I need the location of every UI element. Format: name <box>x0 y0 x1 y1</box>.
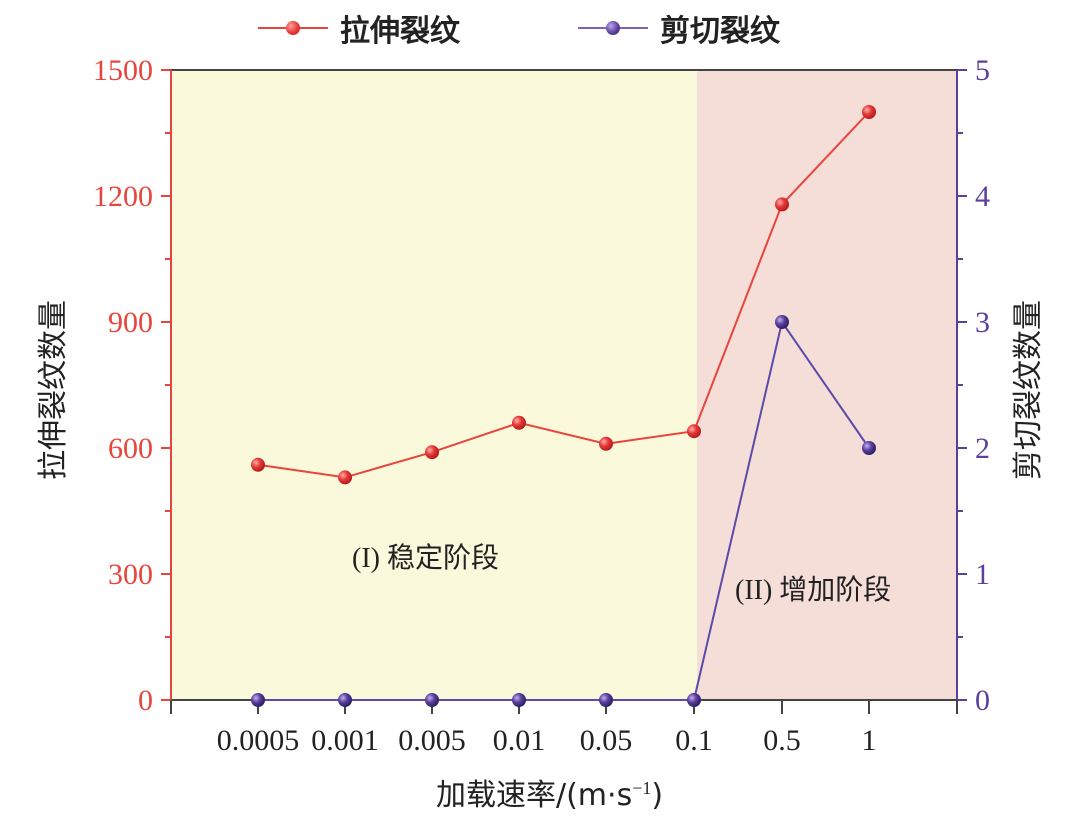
right-tick-label: 4 <box>975 180 990 213</box>
left-tick-label: 1500 <box>93 54 153 87</box>
left-tick-label: 300 <box>108 558 153 591</box>
legend-label-tensile: 拉伸裂纹 <box>340 14 460 49</box>
legend: 拉伸裂纹 剪切裂纹 <box>0 6 1068 50</box>
phase-stable-text: 稳定阶段 <box>386 541 499 574</box>
tensile-marker-icon <box>258 18 328 38</box>
x-tick-label: 0.005 <box>398 724 466 757</box>
legend-label-shear: 剪切裂纹 <box>660 14 780 49</box>
shear-crack-line <box>258 319 870 701</box>
x-tick-label: 0.1 <box>675 724 713 757</box>
x-tick-label: 1 <box>862 724 877 757</box>
shear-data-point <box>862 441 876 455</box>
x-tick-label: 0.001 <box>311 724 379 757</box>
increase-phase-region <box>697 70 957 700</box>
legend-item-tensile: 拉伸裂纹 <box>258 6 460 50</box>
shear-data-point <box>251 693 265 707</box>
phase-stable-roman: (I) <box>352 543 380 574</box>
right-axis-title: 剪切裂纹数量 <box>1011 300 1046 480</box>
left-tick-label: 600 <box>108 432 153 465</box>
shear-data-point <box>775 315 789 329</box>
tensile-data-point <box>338 470 352 485</box>
x-tick-label: 0.5 <box>763 724 801 757</box>
left-tick-label: 0 <box>138 684 153 717</box>
tensile-data-point <box>862 105 876 119</box>
right-tick-label: 1 <box>975 558 990 591</box>
shear-data-point <box>425 693 439 707</box>
tensile-data-point <box>775 197 789 212</box>
phase-increase-roman: (II) <box>735 575 773 606</box>
right-tick-label: 2 <box>975 432 990 465</box>
tensile-data-point <box>251 457 265 472</box>
tensile-crack-line <box>257 111 870 479</box>
left-axis-title: 拉伸裂纹数量 <box>36 300 71 480</box>
shear-data-point <box>599 693 613 707</box>
x-axis-title-text: 加载速率/(m·s <box>436 778 633 813</box>
tensile-data-point <box>512 415 526 430</box>
right-tick-label: 0 <box>975 684 990 717</box>
tensile-data-point <box>687 424 701 439</box>
left-tick-label: 900 <box>108 306 153 339</box>
tensile-data-point <box>599 436 613 451</box>
x-axis-title: 加载速率/(m·s−1) <box>436 770 663 814</box>
shear-data-point <box>687 693 701 707</box>
left-tick-label: 1200 <box>93 180 153 213</box>
x-tick-label: 0.0005 <box>217 724 300 757</box>
shear-data-point <box>338 693 352 707</box>
x-axis-title-exponent: −1 <box>632 778 652 798</box>
right-tick-label: 5 <box>975 54 990 87</box>
stable-phase-region <box>171 70 697 700</box>
right-tick-label: 3 <box>975 306 990 339</box>
x-axis-title-close: ) <box>651 778 664 813</box>
phase-label-increase: (II) 增加阶段 <box>735 568 891 608</box>
shear-data-point <box>512 693 526 707</box>
x-tick-label: 0.05 <box>580 724 633 757</box>
legend-item-shear: 剪切裂纹 <box>578 6 780 50</box>
phase-label-stable: (I) 稳定阶段 <box>352 536 499 576</box>
phase-increase-text: 增加阶段 <box>779 573 892 606</box>
x-tick-label: 0.01 <box>493 724 546 757</box>
tensile-data-point <box>425 445 439 460</box>
shear-marker-icon <box>578 18 648 38</box>
